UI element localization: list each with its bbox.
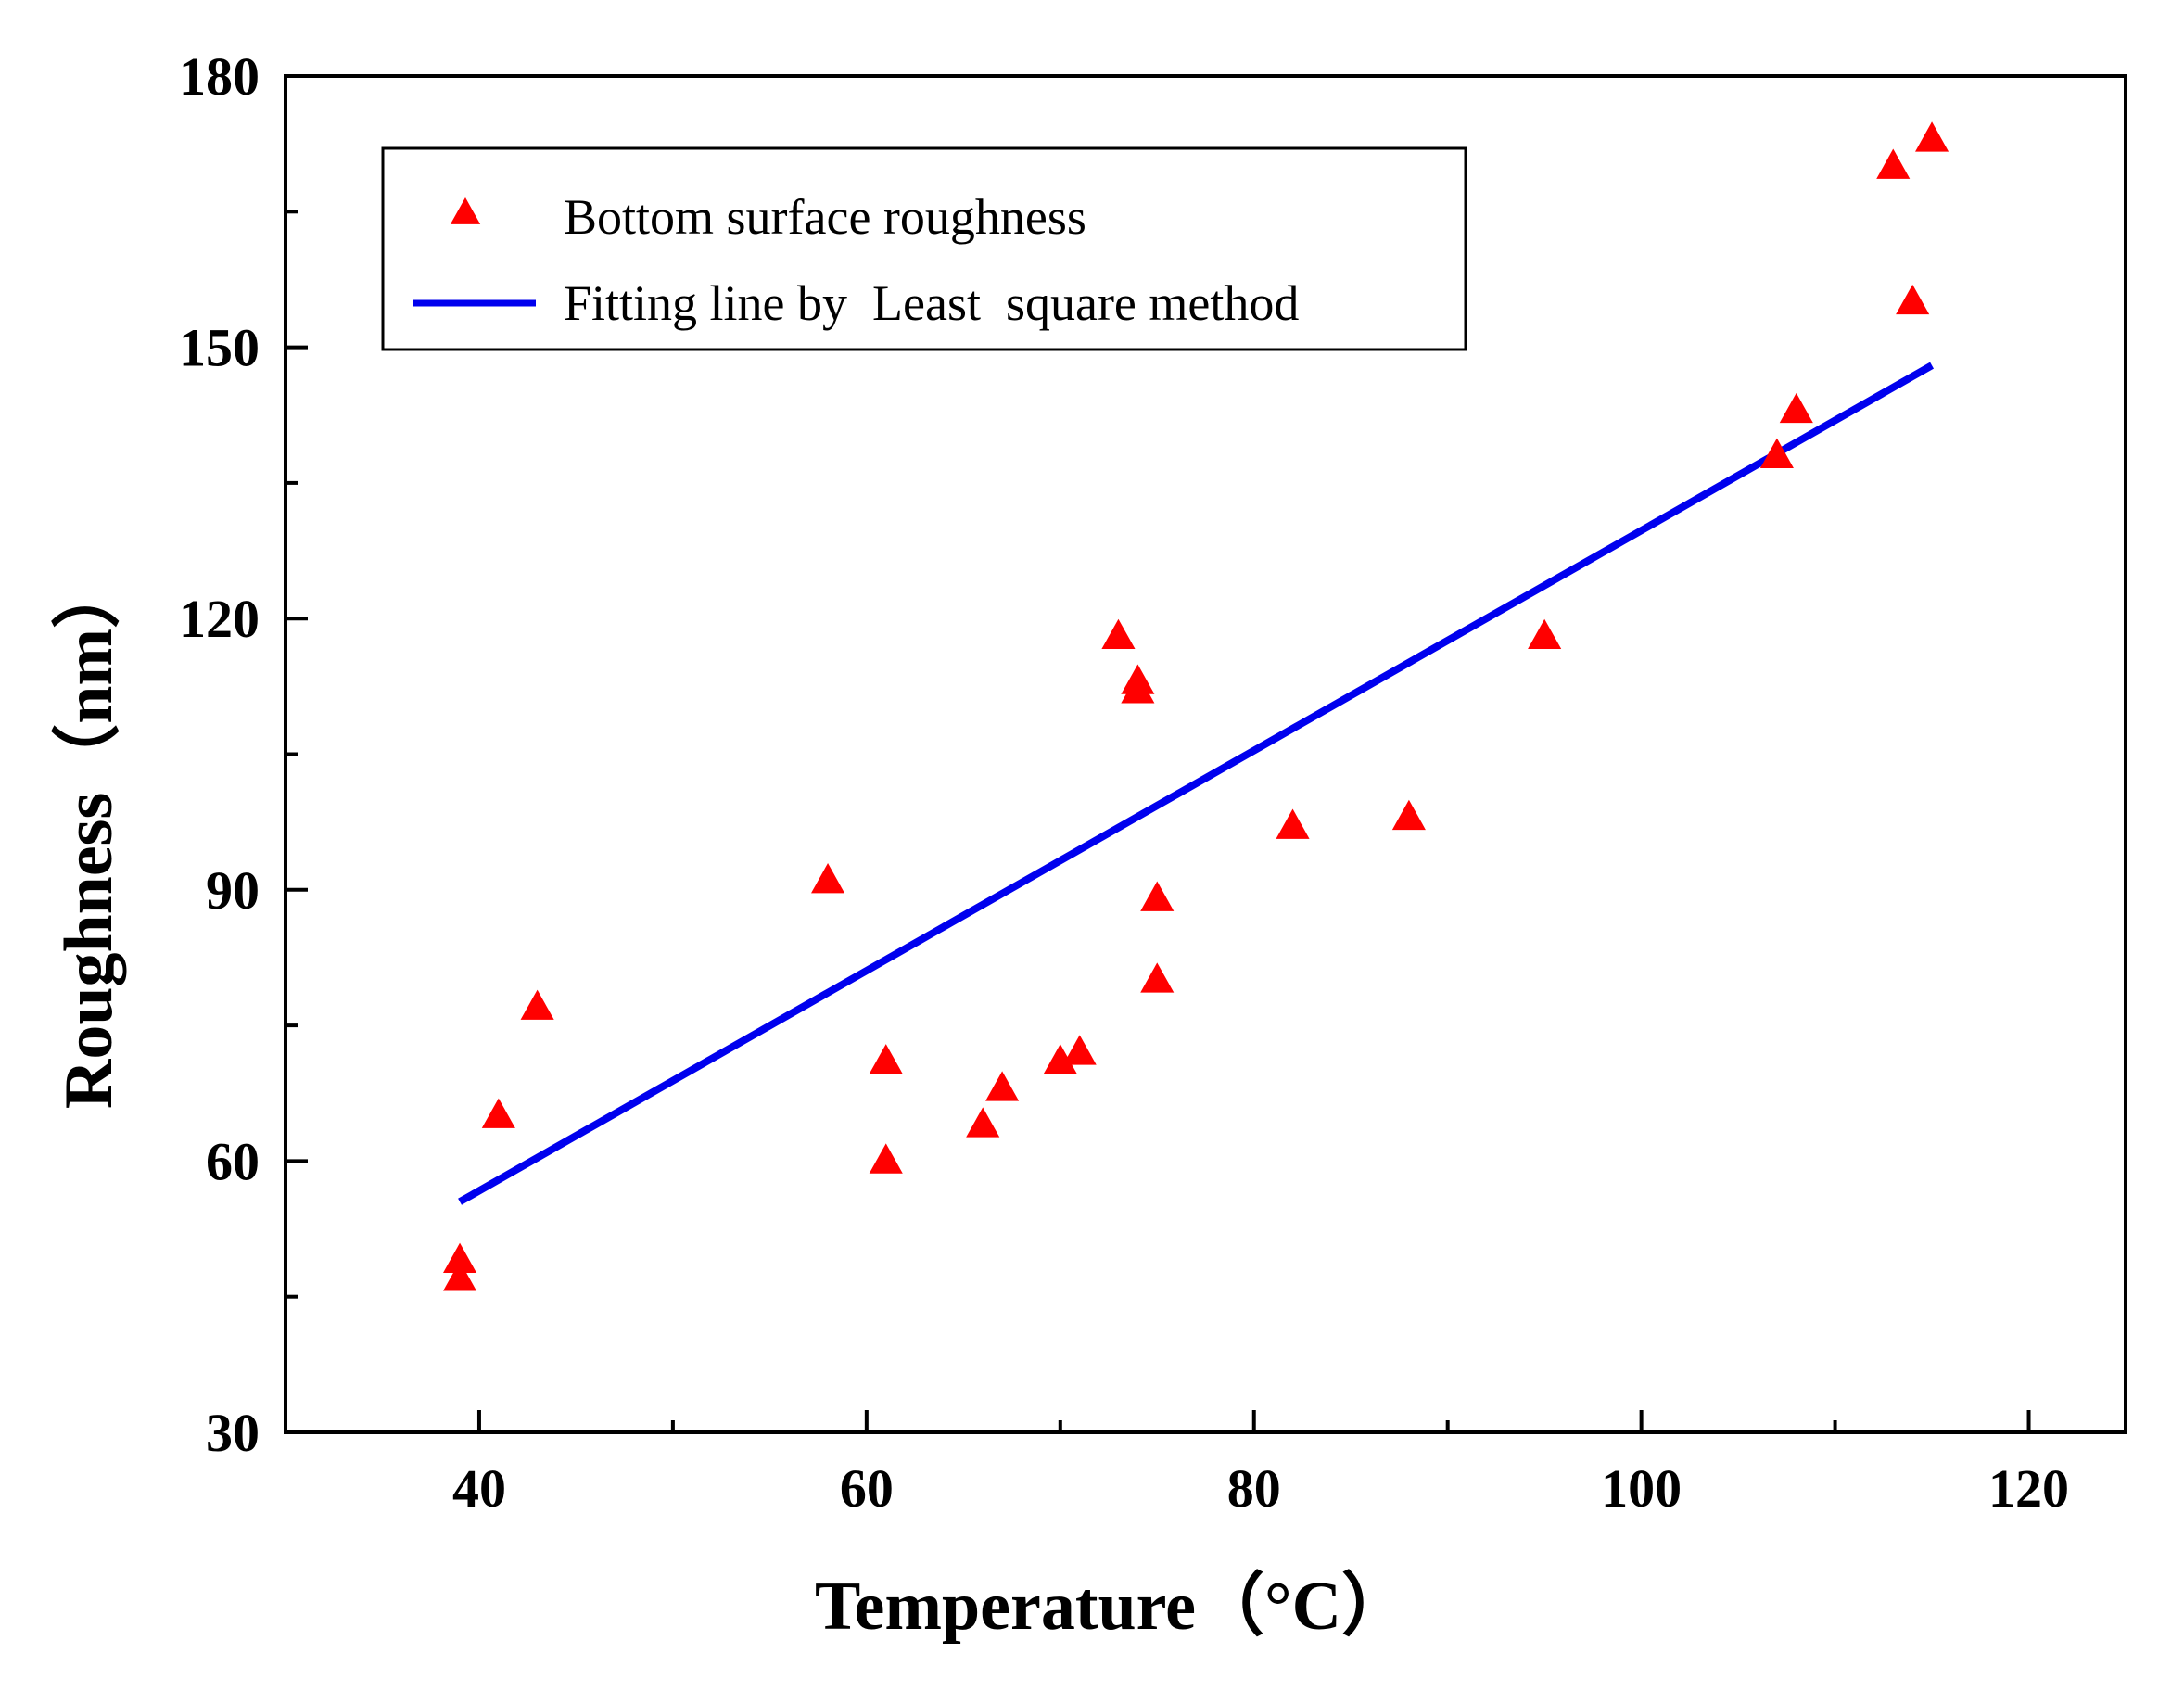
- data-point: [520, 989, 554, 1020]
- data-point: [869, 1143, 903, 1174]
- data-point: [966, 1107, 1000, 1138]
- x-tick-label: 80: [1227, 1458, 1281, 1519]
- data-point: [443, 1242, 477, 1273]
- y-tick-label: 90: [206, 860, 260, 921]
- x-tick-label: 120: [1988, 1458, 2069, 1519]
- data-point: [1896, 284, 1930, 315]
- data-point: [1101, 618, 1136, 650]
- series-layer: [443, 121, 1949, 1291]
- data-point: [443, 1261, 477, 1291]
- legend-box: [381, 146, 1467, 351]
- x-tick-label: 60: [840, 1458, 894, 1519]
- data-point: [1779, 392, 1813, 424]
- x-tick-label: 40: [452, 1458, 506, 1519]
- data-point: [1140, 962, 1175, 993]
- y-tick-label: 180: [179, 46, 260, 107]
- fit-line: [458, 362, 1935, 1205]
- legend-label-scatter: Bottom surface roughness: [564, 189, 1086, 245]
- legend-triangle-marker: [450, 197, 481, 224]
- y-axis: 30 60 90 120 150 180: [179, 46, 308, 1463]
- x-tick-label: 100: [1601, 1458, 1682, 1519]
- y-tick-label: 60: [206, 1131, 260, 1191]
- data-point: [1915, 121, 1949, 152]
- legend: Bottom surface roughness Fitting line by…: [381, 146, 1467, 351]
- data-point: [1276, 808, 1310, 839]
- data-point: [481, 1098, 515, 1128]
- data-point: [1043, 1044, 1077, 1074]
- x-axis: 40 60 80 100 120: [452, 1410, 2069, 1519]
- data-point: [1140, 881, 1175, 911]
- data-point: [869, 1044, 903, 1074]
- data-point: [1062, 1035, 1097, 1065]
- data-point: [1121, 673, 1155, 704]
- data-point: [1391, 799, 1426, 831]
- data-point: [1876, 148, 1911, 179]
- data-point: [985, 1071, 1020, 1101]
- y-axis-title: Roughness（nm）: [51, 560, 127, 1109]
- y-tick-label: 150: [179, 318, 260, 378]
- data-point: [811, 863, 845, 894]
- data-point: [1759, 438, 1794, 468]
- x-axis-title: Temperature（°C）: [815, 1569, 1410, 1645]
- y-tick-label: 120: [179, 589, 260, 649]
- data-point: [1528, 618, 1562, 650]
- y-tick-label: 30: [206, 1403, 260, 1463]
- legend-label-fit-line: Fitting line by Least square method: [564, 275, 1299, 331]
